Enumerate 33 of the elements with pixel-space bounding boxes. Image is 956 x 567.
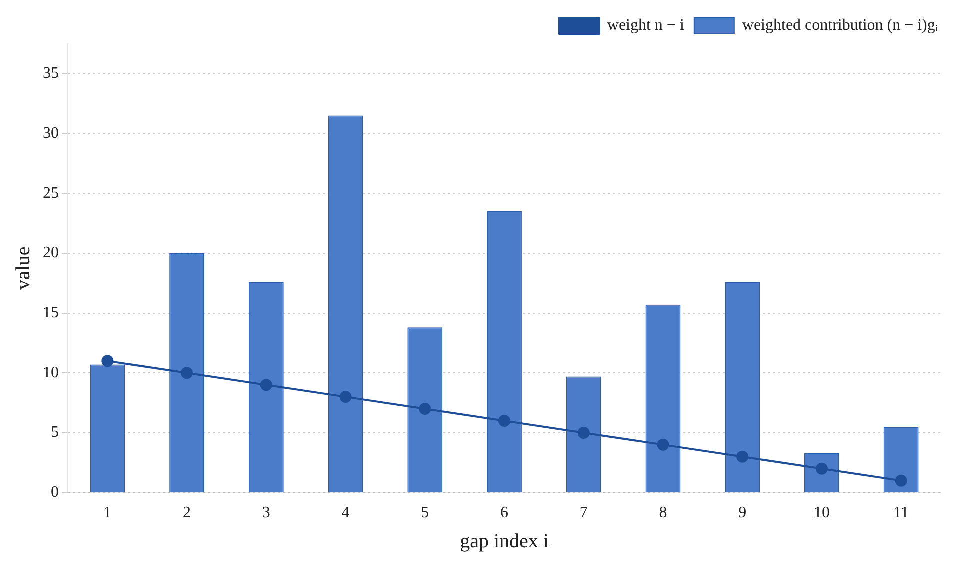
- y-tick-label: 20: [43, 244, 59, 262]
- y-axis-title: value: [12, 246, 34, 290]
- legend-label: weighted contribution (n − i)gᵢ: [742, 17, 938, 34]
- point: [578, 426, 590, 439]
- x-tick-label: 4: [342, 504, 350, 522]
- point: [736, 450, 749, 463]
- x-axis-title: gap index i: [460, 530, 550, 552]
- point: [498, 414, 510, 427]
- x-tick-label: 10: [814, 504, 830, 522]
- y-tick-label: 25: [43, 184, 59, 202]
- x-tick-label: 8: [659, 504, 668, 522]
- point: [260, 379, 272, 392]
- point: [340, 391, 352, 404]
- point: [102, 355, 114, 368]
- x-tick-label: 6: [500, 504, 508, 522]
- x-tick-label: 7: [580, 504, 588, 522]
- point: [419, 403, 432, 416]
- point: [895, 474, 908, 487]
- x-tick-label: 1: [104, 504, 112, 522]
- point: [181, 367, 194, 380]
- x-tick-label: 3: [262, 504, 270, 522]
- y-tick-label: 5: [51, 424, 59, 442]
- x-tick-label: 11: [894, 504, 910, 522]
- y-tick-label: 30: [43, 124, 59, 142]
- y-tick-label: 35: [43, 65, 59, 82]
- x-tick-label: 2: [183, 504, 192, 522]
- y-tick-label: 15: [43, 304, 59, 322]
- legend-label: weight n − i: [607, 17, 685, 34]
- y-tick-label: 10: [43, 364, 59, 382]
- x-tick-label: 5: [421, 504, 430, 522]
- x-tick-label: 9: [738, 504, 747, 522]
- point: [657, 438, 670, 451]
- y-tick-label: 0: [51, 484, 59, 502]
